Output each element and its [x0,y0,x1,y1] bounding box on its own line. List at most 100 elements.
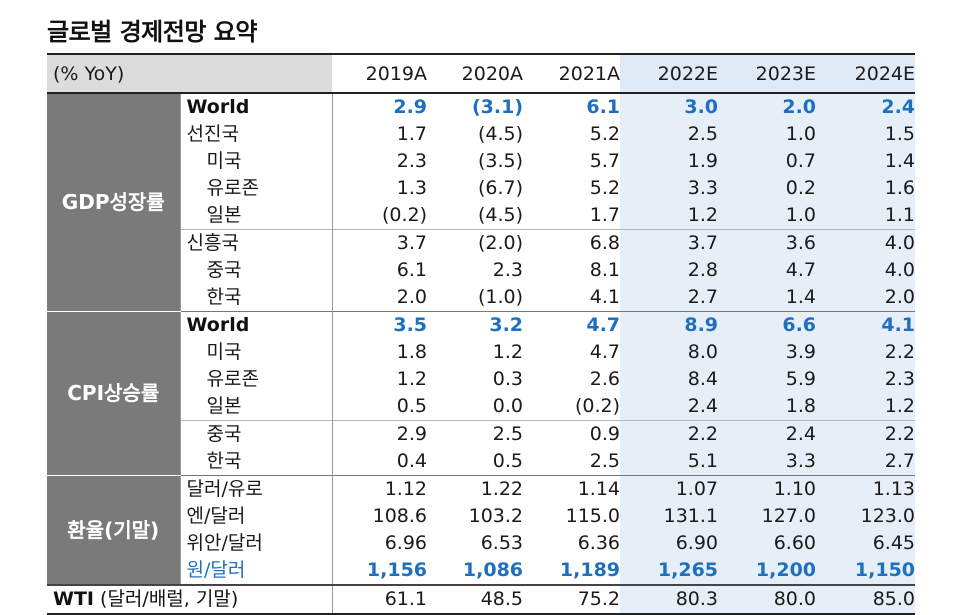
value-cell: 4.7 [523,311,621,339]
value-cell: 1.07 [620,475,719,503]
value-cell: 6.1 [523,92,621,121]
value-cell: 48.5 [427,584,524,615]
value-cell: 2.4 [620,393,719,421]
table-row: 중국 6.1 2.3 8.1 2.8 4.7 4.0 [47,257,916,284]
row-label: 신흥국 [179,229,333,257]
value-cell: 1.2 [816,393,916,421]
value-cell: 2.2 [816,420,916,448]
page-title: 글로벌 경제전망 요약 [47,18,257,46]
value-cell: 1.2 [620,202,719,230]
value-cell: 3.9 [718,339,817,366]
unit-label: (% YoY) [47,53,333,94]
value-cell: 2.4 [816,92,916,121]
value-cell: 0.0 [492,395,524,417]
value-cell: 2.7 [816,448,916,476]
table-row: 한국 2.0 (1.0) 4.1 2.7 1.4 2.0 [47,284,916,312]
value-cell: 8.1 [589,259,621,281]
table-row: 한국 0.4 0.5 2.5 5.1 3.3 2.7 [47,448,916,476]
value-cell: (3.1) [427,92,524,121]
row-label: 일본 [179,393,333,421]
value-cell: 8.4 [620,366,719,393]
value-cell: 3.6 [718,229,817,257]
value-cell: 2.3 [492,259,524,281]
table-row: 미국 2.3 (3.5) 5.7 1.9 0.7 1.4 [47,148,916,175]
value-cell: 75.2 [523,584,621,615]
value-cell: 1.8 [331,339,428,366]
value-cell: 3.3 [718,448,817,476]
value-cell: 1.2 [492,341,524,363]
value-cell: 1,200 [718,557,817,585]
value-cell: 4.0 [816,257,916,284]
year-header: 2022E [620,53,719,94]
value-cell: 1.13 [816,475,916,503]
value-cell: 85.0 [816,584,916,615]
value-cell: 0.9 [523,420,621,448]
row-label: 달러/유로 [179,475,333,503]
value-cell: (4.5) [477,204,524,226]
group-label: GDP성장률 [47,92,180,312]
value-cell: 2.5 [589,450,621,472]
row-label: 중국 [179,420,333,448]
value-cell: 1.8 [718,393,817,421]
value-cell: 0.5 [492,450,524,472]
value-cell: 5.1 [620,448,719,476]
row-label: 원/달러 [179,557,333,585]
value-cell: 131.1 [620,503,719,530]
value-cell: 103.2 [468,505,524,527]
value-cell: 1.9 [620,148,719,175]
wti-label-unit: (달러/배럴, 기말) [94,588,239,610]
value-cell: 6.90 [620,530,719,557]
table-row: CPI상승률 World 3.5 3.2 4.7 8.9 6.6 4.1 [47,311,916,476]
value-cell: 6.8 [523,229,621,257]
value-cell: 5.7 [589,150,621,172]
value-cell: 1.14 [523,475,621,503]
row-label: 선진국 [179,121,333,148]
value-cell: (4.5) [477,123,524,145]
table-body: GDP성장률 World 2.9 (3.1) 6.1 3.0 2.0 2.4 선진국 1.7 (4.… [47,92,916,615]
value-cell: 2.7 [620,284,719,312]
value-cell: 5.2 [589,177,621,199]
value-cell: 3.0 [620,92,719,121]
value-cell: 0.4 [331,448,428,476]
value-cell: 1.4 [718,284,817,312]
table-row: 중국 2.9 2.5 0.9 2.2 2.4 2.2 [47,420,916,448]
group-label: CPI상승률 [47,311,180,476]
year-header: 2023E [718,53,817,94]
value-cell: (2.0) [427,229,524,257]
table-row: 유로존 1.3 (6.7) 5.2 3.3 0.2 1.6 [47,175,916,202]
value-cell: 1,086 [462,559,524,581]
value-cell: (1.0) [477,286,524,308]
year-header: 2019A [332,53,428,94]
value-cell: 6.96 [331,530,428,557]
value-cell: 2.3 [331,148,428,175]
year-header: 2020A [427,53,524,94]
value-cell: 1.7 [589,204,621,226]
table-row: 일본 0.5 0.0 (0.2) 2.4 1.8 1.2 [47,393,916,421]
value-cell: 1.2 [331,366,428,393]
row-label: 미국 [179,339,333,366]
value-cell: 1.5 [816,121,916,148]
table-row: 위안/달러 6.96 6.53 6.36 6.90 6.60 6.45 [47,530,916,557]
value-cell: 3.7 [620,229,719,257]
value-cell: 2.5 [427,420,524,448]
value-cell: 1.22 [427,475,524,503]
value-cell: 3.3 [620,175,719,202]
value-cell: 127.0 [718,503,817,530]
value-cell: 1,189 [559,559,621,581]
value-cell: 1.12 [331,475,428,503]
value-cell: 2.3 [816,366,916,393]
table-row: 엔/달러 108.6 103.2 115.0 131.1 127.0 123.0 [47,503,916,530]
value-cell: 4.1 [589,286,621,308]
year-header: 2024E [816,53,916,94]
row-label: 유로존 [179,366,333,393]
year-header: 2021A [523,53,621,94]
value-cell: 2.9 [331,92,428,121]
value-cell: 0.3 [492,368,524,390]
header-row: (% YoY) 2019A 2020A 2021A 2022E 2023E 20… [47,53,916,94]
value-cell: (0.2) [331,202,428,230]
table-row: 미국 1.8 1.2 4.7 8.0 3.9 2.2 [47,339,916,366]
row-label: World [179,311,333,339]
table-row: 유로존 1.2 0.3 2.6 8.4 5.9 2.3 [47,366,916,393]
row-label: 한국 [179,448,333,476]
value-cell: 108.6 [331,503,428,530]
